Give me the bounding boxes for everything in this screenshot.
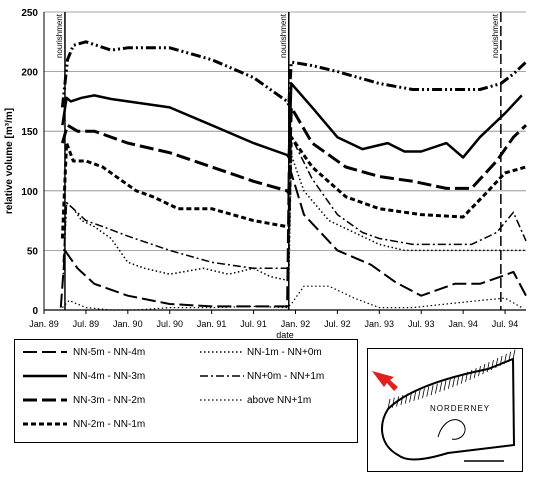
y-tick-label: 50 — [27, 246, 39, 257]
profile-tick — [413, 390, 417, 402]
profile-tick — [400, 394, 404, 406]
nourishment-annotation: nourishment — [491, 13, 500, 58]
profile-tick — [447, 378, 451, 389]
profile-tick — [495, 357, 499, 369]
x-tick-label: Jul. 92 — [324, 319, 351, 329]
nourishment-annotation: nourishment — [279, 13, 288, 58]
profile-tick — [404, 393, 408, 404]
profile-tick — [460, 373, 464, 384]
profile-tick — [473, 367, 477, 379]
profile-tick — [422, 388, 425, 399]
x-tick-label: Jan. 93 — [365, 319, 395, 329]
x-tick-label: Jan. 90 — [113, 319, 143, 329]
profile-tick — [387, 398, 391, 410]
legend-label-nn-5m: NN-5m - NN-4m — [73, 347, 146, 358]
x-axis-title: date — [276, 330, 294, 340]
profile-tick — [508, 351, 512, 362]
line-chart: 0 50 100 150 200 250 Jan. 89 Jul. 89 Jan. 90 Jul.… — [4, 8, 528, 340]
legend-label-nn-1m: NN-1m - NN+0m — [247, 347, 322, 358]
legend-label-nn-2m: NN-2m - NN-1m — [73, 419, 146, 430]
profile-tick — [409, 392, 412, 403]
x-tick-label: Jul. 91 — [240, 319, 267, 329]
series-line-6 — [62, 136, 527, 270]
profile-tick — [452, 377, 456, 388]
y-tick-label: 250 — [21, 8, 38, 19]
profile-tick — [435, 383, 438, 394]
series-line-8 — [60, 40, 528, 108]
legend-label-nn-4m: NN-4m - NN-3m — [73, 371, 146, 382]
x-tick-label: Jan. 94 — [448, 319, 478, 329]
x-tick-label: Jul. 93 — [408, 319, 435, 329]
nourishment-annotation: nourishment — [55, 13, 64, 58]
y-tick-label: 150 — [21, 127, 38, 138]
y-tick-label: 100 — [21, 187, 38, 198]
legend-label-above-nn1m: above NN+1m — [247, 395, 312, 406]
profile-tick — [456, 375, 460, 386]
profile-tick — [478, 366, 481, 377]
x-tick-label: Jul. 94 — [492, 319, 519, 329]
map-island-label: NORDERNEY — [430, 404, 491, 413]
legend-swatches — [23, 351, 244, 426]
y-tick-label: 200 — [21, 68, 38, 79]
profile-tick — [499, 355, 503, 366]
profile-tick — [396, 396, 400, 407]
profile-tick — [503, 353, 507, 364]
profile-tick — [426, 386, 430, 397]
profile-tick — [482, 364, 486, 375]
profile-tick — [512, 349, 516, 360]
profile-ticks — [387, 349, 516, 410]
y-tick-label: 0 — [32, 306, 38, 317]
x-tick-label: Jan. 91 — [197, 319, 227, 329]
profile-tick — [391, 397, 395, 408]
profile-tick — [486, 362, 490, 373]
x-tick-label: Jul. 89 — [73, 319, 100, 329]
location-arrow-icon — [372, 371, 398, 391]
series-line-7 — [61, 285, 523, 311]
x-tick-label: Jan. 89 — [29, 319, 59, 329]
harbour-outline — [437, 419, 466, 440]
legend-label-nn0m: NN+0m - NN+1m — [247, 371, 325, 382]
island-outline-map — [372, 349, 516, 462]
profile-tick — [465, 371, 468, 382]
x-tick-label: Jul. 90 — [156, 319, 183, 329]
profile-tick — [469, 369, 473, 381]
location-map: NORDERNEY — [367, 348, 523, 472]
series-line-4 — [60, 135, 527, 239]
chart-legend: NN-5m - NN-4m NN-4m - NN-3m NN-3m - NN-2… — [14, 339, 358, 443]
profile-tick — [417, 389, 421, 400]
x-tick-label: Jan. 92 — [281, 319, 311, 329]
legend-label-nn-3m: NN-3m - NN-2m — [73, 395, 146, 406]
profile-tick — [439, 382, 443, 393]
profile-tick — [430, 385, 434, 396]
profile-tick — [443, 380, 447, 391]
island-coastline — [381, 357, 516, 461]
y-axis-title: relative volume [m³/m] — [4, 108, 15, 214]
profile-tick — [491, 359, 494, 371]
